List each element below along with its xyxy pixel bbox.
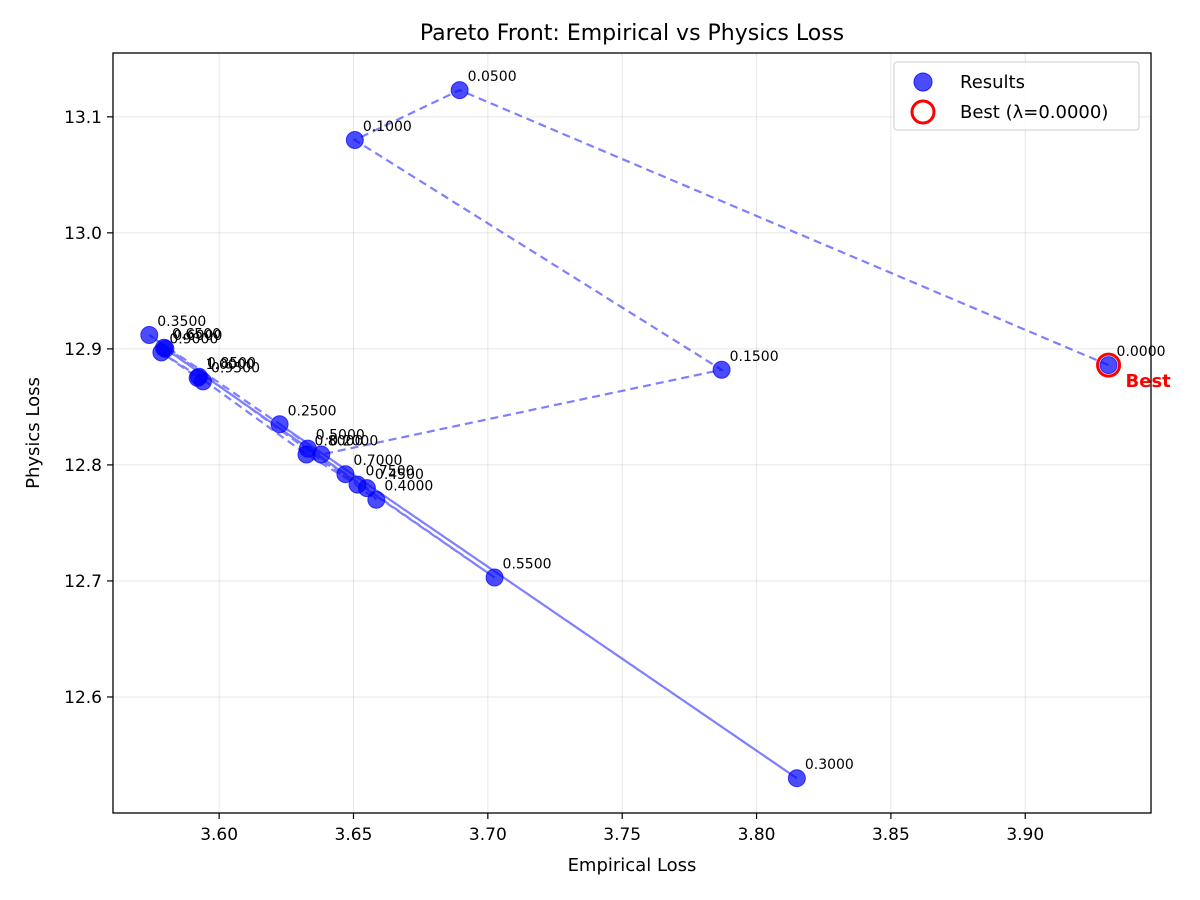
legend-results-marker	[913, 72, 933, 92]
point-label: 0.1500	[730, 349, 779, 365]
point-labels: 0.0000 0.0500 0.1000 0.1500 0.2000 0.2500 0.30…	[157, 69, 1165, 773]
point-label: 0.2500	[288, 403, 337, 419]
point-label: 0.1000	[363, 119, 412, 135]
data-point	[152, 343, 171, 362]
point-label: 0.2000	[329, 433, 378, 449]
point-label: 0.8000	[314, 433, 363, 449]
best-marker	[1096, 352, 1122, 378]
x-tick-label: 3.70	[469, 825, 507, 845]
point-label: 0.8500	[207, 356, 256, 372]
point-label: 0.0000	[1117, 344, 1166, 360]
legend-box	[893, 61, 1140, 131]
point-label: 0.6000	[173, 328, 222, 344]
legend-best-marker	[910, 99, 936, 125]
chart-title: Pareto Front: Empirical vs Physics Loss	[420, 21, 844, 46]
plot-frame	[112, 52, 1152, 814]
data-point	[485, 568, 504, 587]
data-point	[348, 475, 367, 494]
legend-best-label: Best (λ=0.0000)	[960, 102, 1108, 123]
data-point	[140, 325, 159, 344]
y-tick-label: 13.1	[64, 108, 102, 128]
point-label: 0.3500	[157, 314, 206, 330]
y-tick-label: 12.6	[64, 688, 102, 708]
point-label: 0.4500	[375, 467, 424, 483]
y-tick-label: 12.7	[64, 572, 102, 592]
data-point	[1099, 356, 1118, 375]
axis-ticks: 3.60 3.65 3.70 3.75 3.80 3.85 3.90 12.6 12.7 12.8…	[64, 108, 1044, 845]
point-label: 0.7500	[366, 464, 415, 480]
data-point	[712, 360, 731, 379]
x-tick-label: 3.60	[200, 825, 238, 845]
point-label: 0.6500	[172, 327, 221, 343]
y-tick-label: 12.8	[64, 456, 102, 476]
point-label: 0.9000	[169, 331, 218, 347]
legend-results-label: Results	[960, 72, 1025, 93]
data-point	[450, 81, 469, 100]
best-marker-group: Best	[1096, 352, 1172, 392]
point-label: 0.5500	[503, 556, 552, 572]
y-tick-label: 12.9	[64, 340, 102, 360]
legend: Results Best (λ=0.0000)	[893, 61, 1140, 131]
x-tick-label: 3.90	[1006, 825, 1044, 845]
data-points	[140, 81, 1118, 788]
data-point	[188, 368, 207, 387]
point-label: 0.3000	[805, 757, 854, 773]
data-point	[345, 131, 364, 150]
data-point	[787, 769, 806, 788]
x-axis-label: Empirical Loss	[568, 855, 697, 876]
point-label: 0.5000	[316, 428, 365, 444]
y-tick-label: 13.0	[64, 224, 102, 244]
point-label: 0.0500	[468, 69, 517, 85]
x-tick-label: 3.75	[603, 825, 641, 845]
data-point	[297, 445, 316, 464]
point-label: 0.4000	[384, 479, 433, 495]
x-tick-label: 3.85	[872, 825, 910, 845]
x-tick-label: 3.65	[335, 825, 373, 845]
point-label: 1.0000	[206, 357, 255, 373]
point-label: 0.9500	[211, 360, 260, 376]
data-point	[336, 465, 355, 484]
y-axis-label: Physics Loss	[23, 377, 44, 489]
data-point	[270, 415, 289, 434]
best-label: Best	[1126, 371, 1172, 392]
x-tick-label: 3.80	[738, 825, 776, 845]
point-label: 0.7000	[353, 453, 402, 469]
